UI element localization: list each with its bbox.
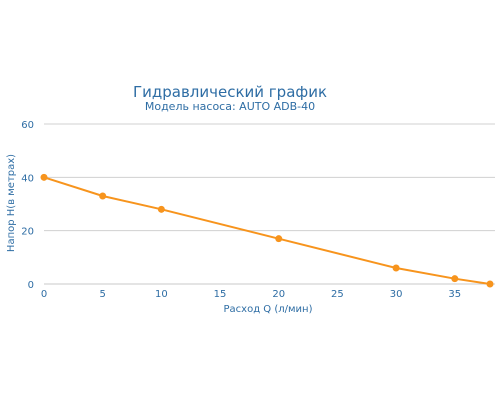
series-area (40, 173, 494, 288)
y-tick-label: 60 (21, 120, 34, 131)
grid (44, 123, 495, 285)
data-point[interactable] (392, 264, 400, 272)
data-point[interactable] (157, 205, 165, 213)
x-tick-label: 15 (214, 289, 227, 300)
data-point[interactable] (275, 235, 283, 243)
x-axis-ticks: 0 5 10 15 20 25 30 35 (41, 289, 461, 300)
x-tick-label: 30 (390, 289, 403, 300)
y-tick-label: 40 (21, 173, 34, 184)
y-axis-label: Напор H(в метрах) (6, 154, 17, 252)
x-tick-label: 10 (155, 289, 168, 300)
chart-subtitle: Модель насоса: AUTO ADB-40 (145, 100, 315, 113)
y-tick-label: 20 (21, 227, 34, 238)
x-tick-label: 20 (272, 289, 285, 300)
data-point[interactable] (99, 192, 107, 200)
data-point[interactable] (451, 275, 459, 283)
y-axis-ticks: 0 20 40 60 (21, 120, 34, 291)
y-tick-label: 0 (28, 280, 34, 291)
x-tick-label: 0 (41, 289, 47, 300)
x-axis-label: Расход Q (л/мин) (224, 304, 313, 315)
chart-title: Гидравлический график (133, 83, 327, 101)
x-tick-label: 5 (99, 289, 105, 300)
x-tick-label: 35 (448, 289, 461, 300)
data-point[interactable] (486, 280, 494, 288)
x-tick-label: 25 (331, 289, 344, 300)
data-point[interactable] (40, 173, 48, 181)
